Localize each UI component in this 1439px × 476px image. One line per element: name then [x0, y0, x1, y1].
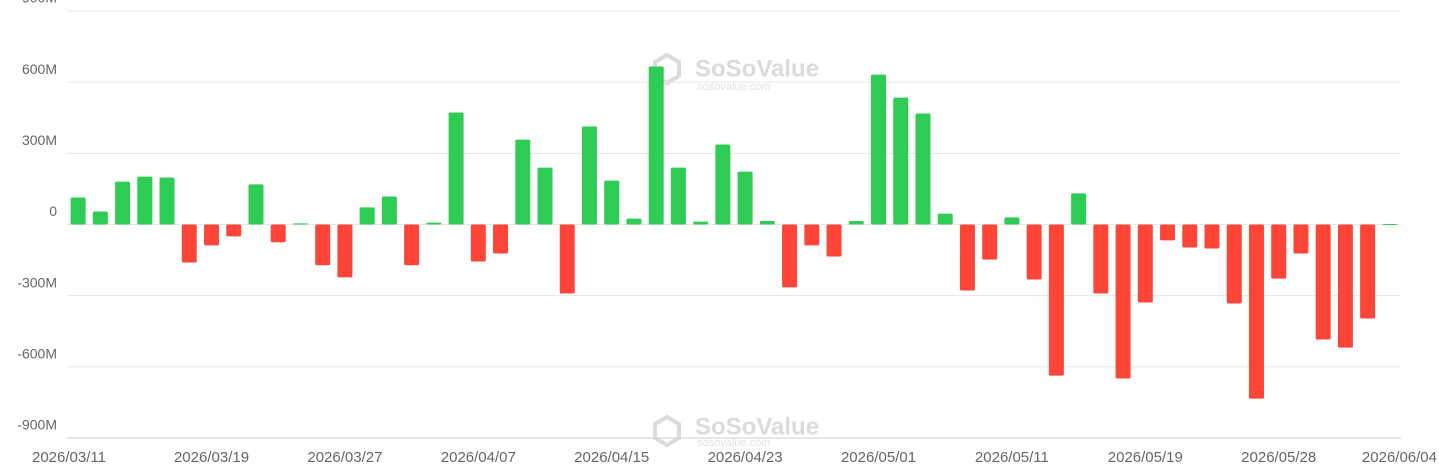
- y-tick-label: -600M: [17, 346, 57, 362]
- bar: [1137, 224, 1153, 303]
- x-tick-label: 2026/05/01: [841, 449, 916, 466]
- bar: [448, 112, 464, 225]
- bar: [1182, 224, 1198, 248]
- bar: [159, 177, 175, 225]
- bar: [893, 97, 909, 225]
- bar: [1271, 224, 1287, 279]
- bar: [1160, 224, 1176, 241]
- x-tick-label: 2026/05/28: [1241, 449, 1316, 466]
- bar: [537, 167, 553, 225]
- bar: [959, 224, 975, 291]
- watermark-text: SoSoValue: [695, 55, 819, 82]
- bar: [848, 220, 864, 225]
- x-tick-label: 2026/05/19: [1108, 449, 1183, 466]
- y-tick-label: 900M: [22, 0, 57, 6]
- x-tick-label: 2026/04/15: [574, 449, 649, 466]
- bar: [937, 213, 953, 225]
- bar: [359, 207, 375, 225]
- bar: [1071, 193, 1087, 225]
- bar: [670, 167, 686, 225]
- bar: [204, 224, 220, 246]
- x-tick-label: 2026/03/11: [32, 449, 106, 466]
- bar: [1204, 224, 1220, 249]
- x-tick-label: 2026/04/07: [441, 449, 516, 466]
- bar: [426, 222, 442, 225]
- bar: [737, 171, 753, 225]
- bar: [1337, 224, 1353, 348]
- x-tick-label: 2026/04/23: [708, 449, 783, 466]
- bar: [337, 224, 353, 278]
- bar: [1360, 224, 1376, 319]
- bar: [137, 176, 153, 225]
- bar: [470, 224, 486, 262]
- bar: [782, 224, 798, 288]
- bar: [1026, 224, 1042, 280]
- bar: [1248, 224, 1264, 399]
- bar: [982, 224, 998, 260]
- bar: [759, 220, 775, 225]
- bar: [315, 224, 331, 266]
- bar: [604, 180, 620, 225]
- bar: [1293, 224, 1309, 254]
- x-tick-label: 2026/03/27: [307, 449, 382, 466]
- bar: [292, 223, 308, 225]
- bar: [715, 144, 731, 225]
- bar: [648, 66, 664, 225]
- bar: [92, 211, 108, 225]
- bar: [826, 224, 842, 257]
- bar: [693, 221, 709, 225]
- y-tick-label: 600M: [22, 61, 57, 77]
- watermark-subtext: sosovalue.com: [697, 81, 770, 93]
- bar: [226, 224, 242, 237]
- bar: [493, 224, 509, 254]
- watermark-text: SoSoValue: [695, 413, 819, 440]
- y-tick-label: -900M: [17, 417, 57, 433]
- bar: [1382, 224, 1398, 226]
- bar: [404, 224, 420, 266]
- y-tick-label: 300M: [22, 132, 57, 148]
- bar: [70, 197, 86, 225]
- bar: [626, 218, 642, 225]
- bar: [915, 113, 931, 225]
- watermark-subtext: sosovalue.com: [697, 437, 770, 449]
- x-tick-label: 2026/05/11: [975, 449, 1049, 466]
- bar: [1048, 224, 1064, 376]
- bar: [804, 224, 820, 246]
- bar: [1093, 224, 1109, 294]
- watermark-logo: [653, 414, 681, 448]
- y-tick-label: -300M: [17, 274, 57, 290]
- bar: [581, 126, 597, 225]
- bar: [181, 224, 197, 263]
- bar: [381, 196, 397, 225]
- y-tick-label: 0: [49, 203, 57, 219]
- x-tick-label: 2026/03/19: [174, 449, 249, 466]
- bar: [1226, 224, 1242, 304]
- bar: [1315, 224, 1331, 340]
- bar: [515, 139, 531, 225]
- bar: [871, 74, 887, 225]
- watermark: SoSoValue sosovalue.com SoSoValue sosova…: [653, 52, 819, 449]
- bar: [1004, 217, 1020, 225]
- x-tick-label: 2026/06/04: [1362, 449, 1437, 466]
- bar: [270, 224, 286, 243]
- bar: [559, 224, 575, 294]
- bar: [115, 181, 131, 225]
- bar: [1115, 224, 1131, 379]
- bar: [248, 184, 264, 225]
